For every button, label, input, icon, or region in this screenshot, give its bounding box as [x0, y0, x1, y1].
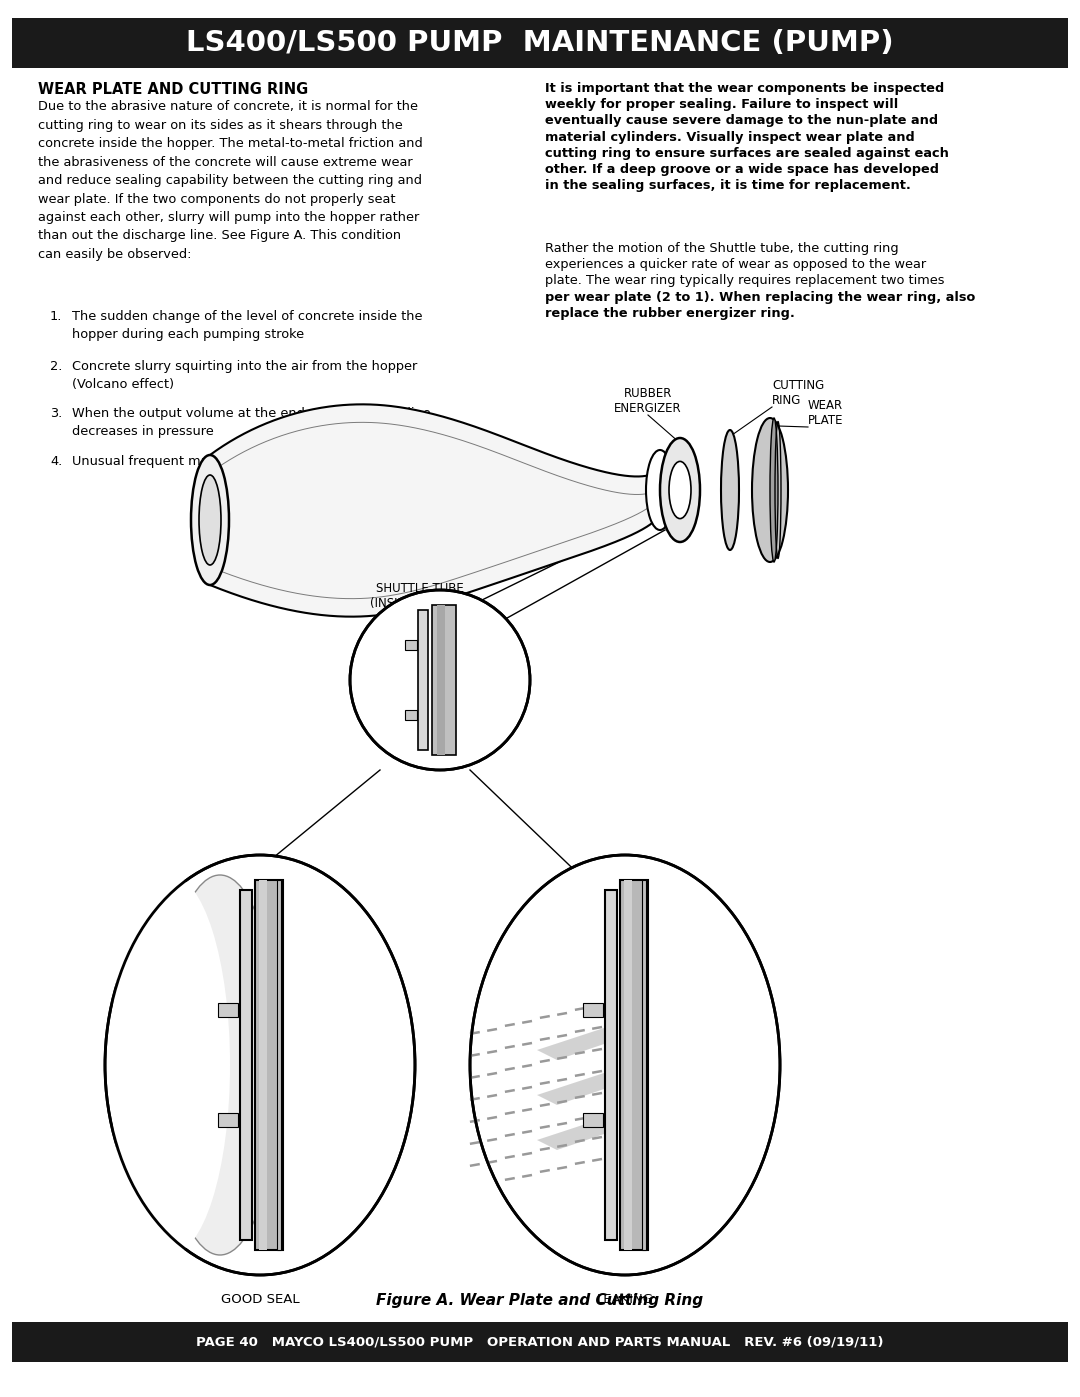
Polygon shape [210, 404, 660, 616]
Text: 2.: 2. [50, 360, 63, 373]
Text: Figure A. Wear Plate and Cutting Ring: Figure A. Wear Plate and Cutting Ring [377, 1294, 703, 1308]
Text: experiences a quicker rate of wear as opposed to the wear: experiences a quicker rate of wear as op… [545, 258, 927, 271]
Bar [12, 18, 1068, 68]
Bar [583, 1003, 603, 1017]
Text: 3.: 3. [50, 407, 63, 420]
Bar [432, 605, 456, 754]
Bar [240, 890, 252, 1241]
Text: It is important that the wear components be inspected: It is important that the wear components… [545, 82, 944, 95]
Ellipse shape [105, 855, 415, 1275]
Text: material cylinders. Visually inspect wear plate and: material cylinders. Visually inspect wea… [545, 130, 915, 144]
Bar [605, 890, 617, 1241]
Text: WEAR
PLATE: WEAR PLATE [808, 400, 843, 427]
Text: replace the rubber energizer ring.: replace the rubber energizer ring. [545, 307, 795, 320]
Bar [405, 710, 417, 719]
Bar [218, 1113, 238, 1127]
Bar [255, 880, 283, 1250]
Text: SHUTTLE TUBE
(INSIDE HOPPER): SHUTTLE TUBE (INSIDE HOPPER) [370, 583, 470, 610]
Bar [418, 610, 428, 750]
Text: cutting ring to ensure surfaces are sealed against each: cutting ring to ensure surfaces are seal… [545, 147, 949, 159]
Text: LS400/LS500 PUMP  MAINTENANCE (PUMP): LS400/LS500 PUMP MAINTENANCE (PUMP) [186, 29, 894, 57]
Text: 1.: 1. [50, 310, 63, 323]
Bar [437, 605, 445, 754]
Ellipse shape [669, 461, 691, 518]
Text: Rather the motion of the Shuttle tube, the cutting ring: Rather the motion of the Shuttle tube, t… [545, 242, 899, 256]
Ellipse shape [646, 450, 674, 529]
Text: Concrete slurry squirting into the air from the hopper
(Volcano effect): Concrete slurry squirting into the air f… [72, 360, 417, 391]
Ellipse shape [160, 875, 280, 1255]
Ellipse shape [110, 875, 230, 1255]
Bar [276, 880, 281, 1250]
Ellipse shape [191, 455, 229, 585]
Circle shape [350, 590, 530, 770]
Text: Due to the abrasive nature of concrete, it is normal for the
cutting ring to wea: Due to the abrasive nature of concrete, … [38, 101, 422, 261]
Text: per wear plate (2 to 1). When replacing the wear ring, also: per wear plate (2 to 1). When replacing … [545, 291, 975, 303]
Text: other. If a deep groove or a wide space has developed: other. If a deep groove or a wide space … [545, 163, 939, 176]
Text: Unusual frequent material packs in the Shuttle tube: Unusual frequent material packs in the S… [72, 455, 409, 468]
Ellipse shape [721, 430, 739, 550]
Text: WEAR PLATE AND CUTTING RING: WEAR PLATE AND CUTTING RING [38, 82, 308, 96]
Ellipse shape [470, 855, 780, 1275]
Polygon shape [537, 1071, 607, 1105]
Bar [12, 1322, 1068, 1362]
Ellipse shape [770, 418, 778, 562]
Bar [583, 1113, 603, 1127]
Text: When the output volume at the end of the delivery line
decreases in pressure: When the output volume at the end of the… [72, 407, 431, 439]
Ellipse shape [660, 439, 700, 542]
Text: RUBBER
ENERGIZER: RUBBER ENERGIZER [615, 387, 681, 415]
Text: PAGE 40   MAYCO LS400/LS500 PUMP   OPERATION AND PARTS MANUAL   REV. #6 (09/19/1: PAGE 40 MAYCO LS400/LS500 PUMP OPERATION… [197, 1336, 883, 1348]
Polygon shape [537, 1118, 607, 1150]
Text: plate. The wear ring typically requires replacement two times: plate. The wear ring typically requires … [545, 274, 945, 288]
Ellipse shape [752, 418, 788, 562]
Polygon shape [537, 1027, 607, 1060]
Text: GOOD SEAL: GOOD SEAL [220, 1294, 299, 1306]
Bar [624, 880, 632, 1250]
Ellipse shape [199, 475, 221, 564]
Text: CUTTING
RING: CUTTING RING [772, 379, 824, 407]
Text: weekly for proper sealing. Failure to inspect will: weekly for proper sealing. Failure to in… [545, 98, 899, 112]
Bar [259, 880, 267, 1250]
Text: LEAKING: LEAKING [596, 1294, 653, 1306]
Text: 4.: 4. [50, 455, 63, 468]
Text: The sudden change of the level of concrete inside the
hopper during each pumping: The sudden change of the level of concre… [72, 310, 422, 341]
Text: eventually cause severe damage to the nun-plate and: eventually cause severe damage to the nu… [545, 115, 939, 127]
Bar [218, 1003, 238, 1017]
Bar [405, 640, 417, 650]
Bar [642, 880, 646, 1250]
Text: in the sealing surfaces, it is time for replacement.: in the sealing surfaces, it is time for … [545, 179, 910, 193]
Bar [620, 880, 648, 1250]
